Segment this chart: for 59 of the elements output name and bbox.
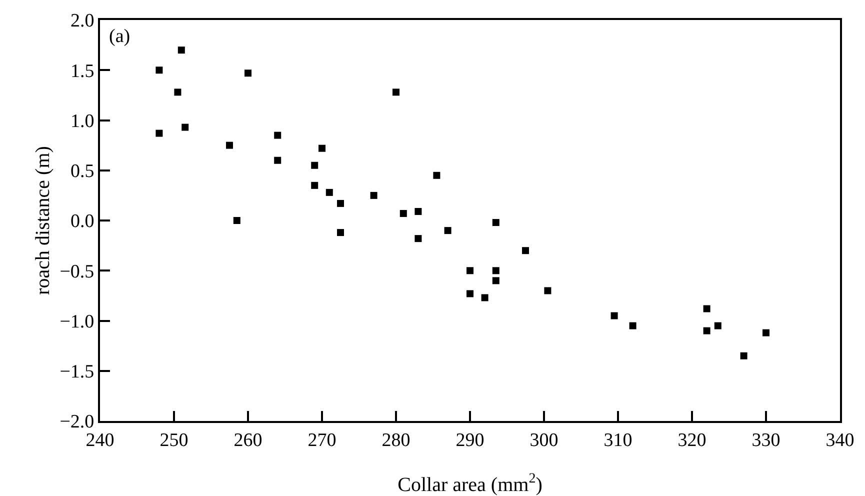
x-tick-label: 260 [234, 430, 262, 451]
point [466, 290, 474, 298]
point [174, 88, 182, 96]
point [492, 277, 500, 284]
x-tick-label: 320 [678, 430, 706, 451]
point [274, 132, 282, 139]
y-tick-label: −0.5 [60, 261, 94, 282]
point [492, 219, 500, 226]
y-tick-label: 1.0 [70, 110, 94, 132]
point [481, 294, 488, 302]
point [226, 142, 233, 149]
y-axis-title: roach distance (m) [32, 146, 54, 295]
y-tick-label: 1.5 [70, 60, 94, 82]
point [392, 88, 400, 96]
annotation: (a) [109, 26, 130, 47]
point [522, 247, 529, 254]
point [233, 217, 240, 224]
point [337, 200, 344, 207]
x-tick-label: 340 [826, 430, 854, 451]
point [433, 172, 440, 179]
point [714, 322, 722, 330]
y-tick-label: −1.0 [60, 311, 94, 332]
point [466, 267, 474, 274]
point [703, 305, 710, 312]
point [156, 130, 163, 137]
point [182, 124, 189, 131]
point [156, 66, 163, 74]
point [318, 144, 326, 152]
x-tick-label: 330 [752, 430, 780, 451]
point [629, 322, 636, 330]
point [244, 70, 252, 77]
point [444, 227, 452, 234]
x-tick-label: 270 [308, 430, 336, 451]
point [337, 229, 344, 236]
point [414, 235, 422, 242]
point [414, 208, 422, 215]
point [400, 210, 407, 217]
point [370, 192, 378, 199]
x-tick-label: 290 [456, 430, 484, 451]
y-tick-label: 0.5 [70, 161, 94, 182]
y-tick-label: −1.5 [60, 362, 94, 383]
point [762, 329, 770, 336]
y-tick-label: 0.0 [70, 211, 94, 232]
point [492, 267, 500, 274]
point [311, 182, 318, 189]
point [178, 46, 185, 54]
y-tick-label: 2.0 [70, 10, 94, 32]
x-tick-label: 300 [530, 430, 558, 451]
point [544, 287, 552, 294]
x-tick-label: 250 [160, 430, 188, 451]
point [311, 162, 318, 169]
x-axis-title: Collar area (mm$^{2}$) [398, 472, 542, 496]
point [740, 352, 748, 360]
x-tick-label: 280 [382, 430, 410, 451]
point [326, 188, 333, 196]
point [610, 312, 618, 320]
point [703, 327, 710, 334]
point [274, 156, 282, 164]
x-tick-label: 310 [604, 430, 632, 451]
